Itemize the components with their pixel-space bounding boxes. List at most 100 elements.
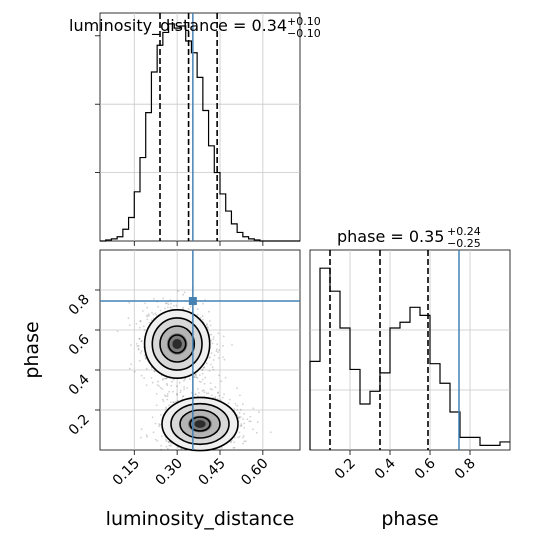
- sample-point: [161, 388, 164, 390]
- sample-point: [139, 320, 142, 322]
- sample-point: [218, 394, 221, 397]
- sample-point: [154, 438, 157, 441]
- x-tick-label: 0.6: [412, 455, 439, 482]
- sample-point: [243, 412, 245, 415]
- sample-point: [252, 407, 255, 410]
- sample-point: [207, 392, 210, 395]
- sample-point: [141, 310, 144, 312]
- x-tick-label: 0.8: [452, 456, 479, 483]
- sample-point: [212, 338, 215, 341]
- sample-point: [239, 425, 242, 427]
- sample-point: [175, 304, 178, 307]
- sample-point: [193, 373, 196, 376]
- sample-point: [163, 394, 166, 397]
- sample-point: [193, 376, 196, 378]
- sample-point: [150, 319, 153, 321]
- sample-point: [255, 431, 258, 434]
- sample-point: [222, 344, 224, 347]
- sample-point: [152, 431, 155, 434]
- sample-point: [168, 404, 171, 407]
- sample-point: [233, 408, 236, 410]
- sample-point: [209, 324, 212, 327]
- luminosity-distance-title-upper: +0.10: [287, 15, 321, 28]
- density-level: [194, 420, 206, 428]
- x-axis-ticks: 0.2 0.4 0.6 0.8: [332, 450, 479, 483]
- sample-point: [166, 302, 168, 305]
- sample-point: [194, 376, 196, 378]
- sample-point: [135, 343, 138, 345]
- sample-point: [201, 369, 204, 371]
- sample-point: [172, 378, 175, 381]
- sample-point: [145, 358, 147, 360]
- sample-point: [223, 358, 226, 361]
- sample-point: [147, 313, 150, 315]
- sample-point: [236, 409, 239, 411]
- sample-point: [209, 382, 212, 384]
- sample-point: [136, 345, 139, 348]
- sample-point: [201, 390, 204, 392]
- density-level: [172, 338, 182, 350]
- sample-point: [238, 435, 241, 438]
- sample-point: [146, 318, 149, 321]
- phase-title: phase = 0.35: [337, 227, 444, 246]
- x-tick-label: 0.2: [332, 456, 359, 483]
- sample-point: [183, 291, 186, 294]
- contour-line: [167, 334, 187, 354]
- sample-point: [172, 305, 175, 307]
- sample-point: [187, 308, 190, 310]
- sample-point: [208, 320, 211, 322]
- sample-point: [202, 367, 205, 369]
- sample-point: [243, 422, 246, 425]
- sample-point: [165, 445, 168, 448]
- sample-point: [210, 352, 213, 355]
- sample-point: [137, 345, 140, 347]
- contour-line: [170, 402, 230, 446]
- sample-point: [196, 308, 199, 311]
- sample-point: [206, 323, 209, 325]
- sample-point: [214, 396, 217, 398]
- sample-point: [195, 373, 197, 375]
- sample-point: [161, 435, 163, 438]
- sample-point: [166, 395, 169, 397]
- contour-line: [189, 416, 211, 432]
- joint-panel: 0.15 0.30 0.45 0.60 0.2 0.4 0.6 0.8 luminosity…: [21, 249, 301, 530]
- sample-point: [199, 374, 201, 377]
- sample-point: [209, 388, 212, 390]
- contour-line: [143, 308, 211, 379]
- sample-point: [230, 440, 232, 443]
- sample-point: [172, 390, 175, 393]
- sample-point: [203, 382, 206, 385]
- sample-point: [157, 305, 160, 308]
- sample-point: [224, 376, 227, 379]
- sample-point: [202, 318, 204, 321]
- sample-point: [154, 422, 157, 425]
- sample-point: [228, 398, 231, 401]
- sample-point: [236, 404, 239, 407]
- sample-point: [162, 297, 165, 300]
- sample-point: [216, 343, 219, 346]
- sample-point: [202, 389, 205, 391]
- luminosity-distance-title-lower: −0.10: [287, 27, 321, 40]
- sample-point: [227, 402, 230, 405]
- sample-point: [164, 307, 166, 310]
- sample-point: [140, 350, 143, 353]
- sample-point: [240, 423, 243, 426]
- sample-point: [240, 424, 243, 427]
- sample-point: [165, 406, 167, 409]
- sample-point: [220, 380, 223, 383]
- sample-point: [237, 436, 239, 439]
- sample-point: [217, 392, 219, 394]
- sample-point: [198, 392, 201, 394]
- sample-point: [146, 306, 149, 309]
- sample-point: [208, 370, 211, 372]
- sample-point: [237, 417, 240, 420]
- x-tick-label: 0.15: [110, 456, 143, 489]
- contour-line: [159, 325, 196, 363]
- sample-point: [171, 380, 173, 383]
- sample-point: [145, 434, 148, 437]
- sample-point: [138, 337, 141, 340]
- sample-point: [145, 357, 147, 360]
- sample-point: [160, 448, 163, 451]
- sample-point: [170, 302, 172, 305]
- sample-point: [258, 411, 260, 414]
